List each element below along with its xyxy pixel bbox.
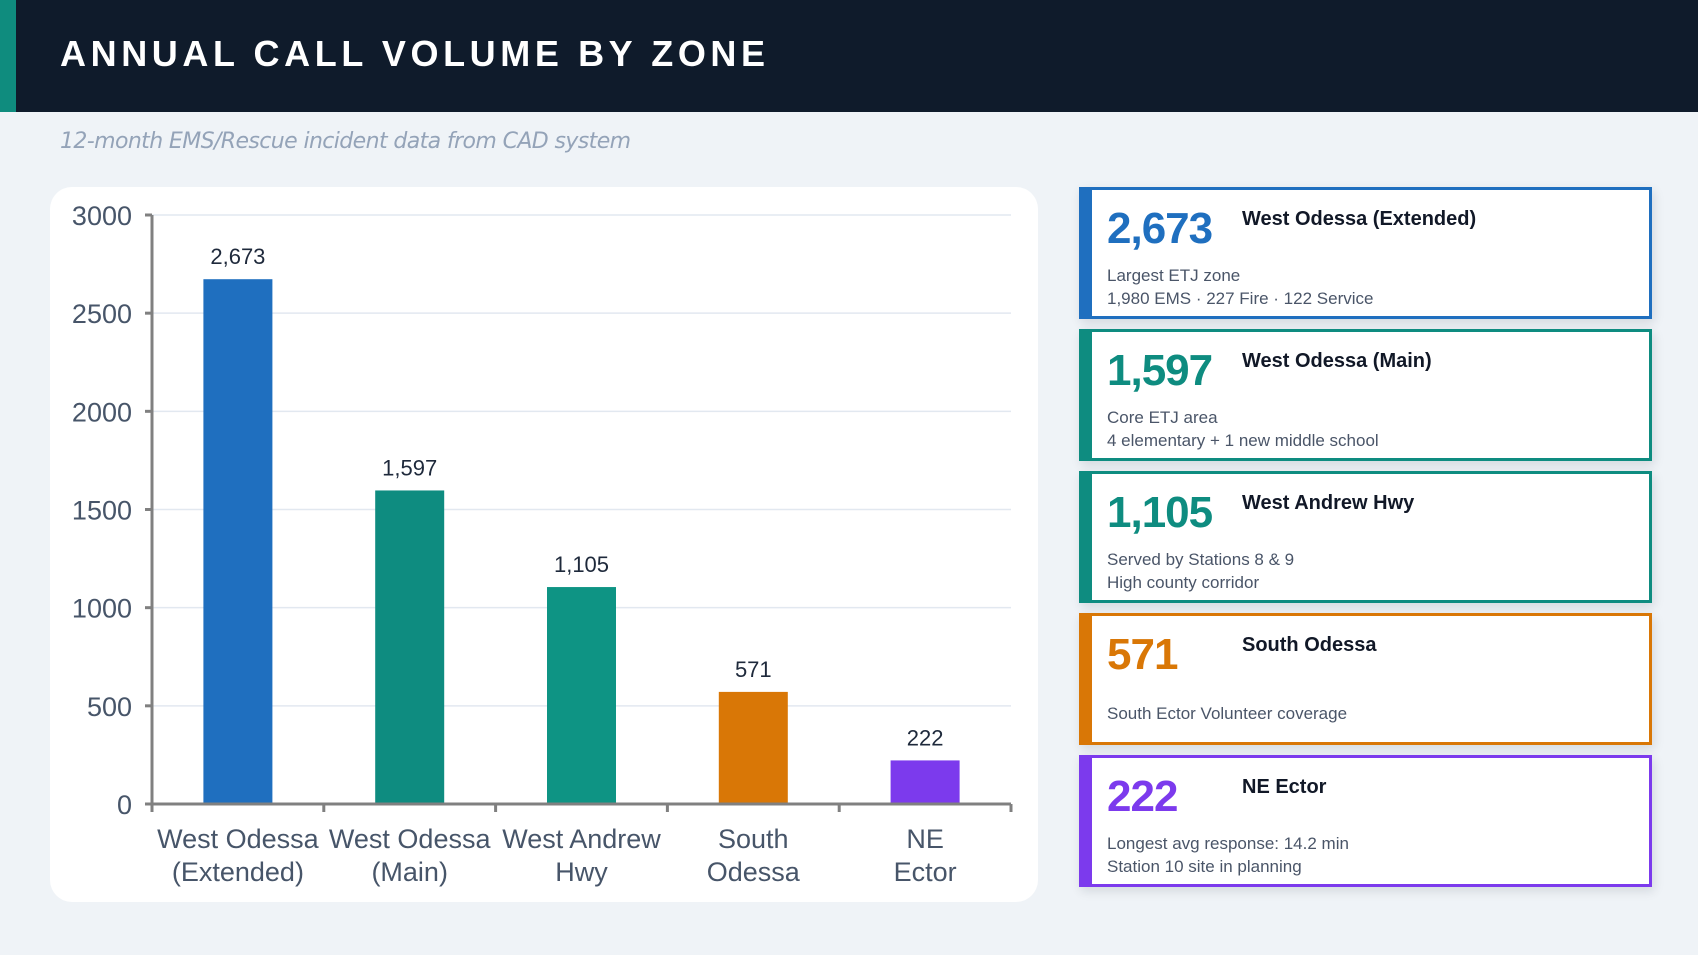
zone-details: Core ETJ area 4 elementary + 1 new middle… [1107,402,1639,456]
bar-1 [203,279,273,804]
page-title: ANNUAL CALL VOLUME BY ZONE [60,33,770,74]
y-tick-label: 500 [87,692,132,722]
header-accent-stripe [0,0,16,112]
zone-call-count: 222 [1107,772,1178,821]
page-subtitle: 12-month EMS/Rescue incident data from C… [60,129,631,154]
y-tick-label: 1000 [72,594,132,624]
y-tick-label: 0 [117,790,132,820]
y-tick-label: 3000 [72,201,132,231]
x-tick-label: (Extended) [172,857,304,887]
zone-name: South Odessa [1242,634,1377,656]
zone-detail-line: Station 10 site in planning [1107,857,1302,876]
x-tick-label: West Andrew [502,824,661,854]
zone-details: Longest avg response: 14.2 min Station 10… [1107,828,1639,882]
zone-name: West Andrew Hwy [1242,492,1415,514]
bars [203,279,960,804]
x-tick-label: (Main) [371,857,448,887]
zone-call-count: 1,597 [1107,346,1213,395]
zone-call-count: 2,673 [1107,204,1213,253]
y-tick-label: 2000 [72,397,132,427]
x-tick-label: Ector [894,857,957,887]
zone-details: Served by Stations 8 & 9 High county corr… [1107,544,1639,598]
axes [145,213,1013,812]
x-tick-label: West Odessa [157,824,320,854]
zone-details: South Ector Volunteer coverage [1107,686,1639,740]
gridlines [152,214,1011,707]
data-label: 1,597 [382,455,437,480]
zone-name: NE Ector [1242,776,1327,798]
zone-detail-line: South Ector Volunteer coverage [1107,703,1348,723]
zone-call-count: 571 [1107,630,1178,679]
zone-card-1: 2,673 West Odessa (Extended) Largest ETJ… [1079,187,1652,319]
zone-card-5: 222 NE Ector Longest avg response: 14.2 … [1079,755,1652,887]
zone-name: West Odessa (Main) [1242,350,1432,372]
zone-summary-cards: 2,673 West Odessa (Extended) Largest ETJ… [1079,187,1652,897]
zone-detail-line: Served by Stations 8 & 9 [1107,550,1295,569]
zone-detail-line: 4 elementary + 1 new middle school [1107,431,1379,450]
chart-panel: 0 500 1000 1500 2000 2500 3000 2,673 West Odessa… [50,187,1038,902]
data-label: 1,105 [554,552,609,577]
data-label: 571 [735,657,772,682]
header-bar: ANNUAL CALL VOLUME BY ZONE [0,0,1698,112]
zone-call-count: 1,105 [1107,488,1213,537]
zone-detail-line: High county corridor [1107,573,1260,592]
y-tick-label: 2500 [72,299,132,329]
zone-detail-line: Longest avg response: 14.2 min [1107,834,1349,853]
bar-chart: 0 500 1000 1500 2000 2500 3000 2,673 West Odessa… [72,201,1013,887]
bar-5 [890,760,960,804]
zone-details: Largest ETJ zone 1,980 EMS · 227 Fire · 1… [1107,260,1639,314]
labels: 0 500 1000 1500 2000 2500 3000 2,673 West Odessa… [72,201,957,887]
x-tick-label: NE [906,824,944,854]
zone-detail-line: Largest ETJ zone [1107,266,1241,285]
zone-name: West Odessa (Extended) [1242,208,1477,230]
x-tick-label: Hwy [555,857,608,887]
x-tick-label: Odessa [707,857,801,887]
zone-detail-line: 1,980 EMS · 227 Fire · 122 Service [1107,289,1374,308]
zone-card-2: 1,597 West Odessa (Main) Core ETJ area 4 … [1079,329,1652,461]
x-tick-label: South [718,824,789,854]
zone-card-4: 571 South Odessa South Ector Volunteer c… [1079,613,1652,745]
data-label: 2,673 [210,244,265,269]
zone-card-3: 1,105 West Andrew Hwy Served by Stations… [1079,471,1652,603]
bar-4 [718,691,788,804]
data-label: 222 [907,725,944,750]
y-tick-label: 1500 [72,496,132,526]
bar-3 [547,587,616,804]
zone-detail-line: Core ETJ area [1107,408,1218,427]
x-tick-label: West Odessa [329,824,492,854]
bar-2 [375,490,445,804]
